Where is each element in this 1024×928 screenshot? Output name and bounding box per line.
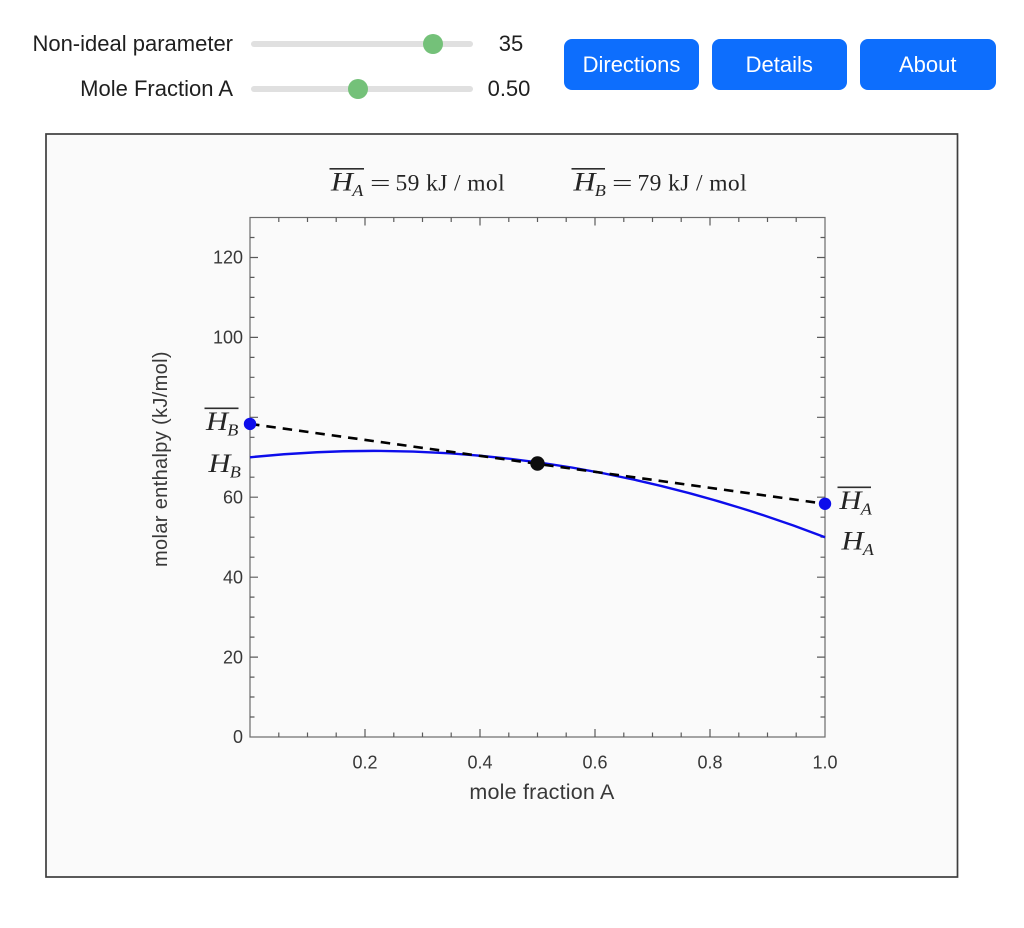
svg-text:40: 40 (223, 567, 243, 587)
svg-text:1.0: 1.0 (812, 753, 837, 773)
svg-text:=: = (370, 170, 391, 196)
svg-text:mole fraction A: mole fraction A (469, 780, 615, 804)
svg-text:59 kJ / mol: 59 kJ / mol (396, 171, 506, 197)
svg-text:H: H (205, 408, 230, 436)
svg-text:0.4: 0.4 (467, 753, 492, 773)
svg-text:A: A (860, 500, 873, 518)
svg-text:H: H (838, 487, 863, 515)
svg-text:H: H (207, 450, 232, 478)
svg-text:A: A (351, 182, 364, 200)
svg-text:B: B (227, 421, 239, 439)
svg-text:=: = (612, 170, 633, 196)
svg-text:0.2: 0.2 (352, 753, 377, 773)
svg-text:A: A (862, 541, 875, 559)
svg-text:B: B (595, 182, 607, 200)
svg-text:H: H (572, 168, 597, 196)
svg-text:0.8: 0.8 (697, 753, 722, 773)
svg-text:B: B (230, 463, 242, 481)
svg-text:0.6: 0.6 (582, 753, 607, 773)
svg-text:H: H (840, 527, 865, 555)
svg-text:0: 0 (233, 727, 243, 747)
svg-text:20: 20 (223, 647, 243, 667)
svg-text:60: 60 (223, 487, 243, 507)
svg-text:120: 120 (213, 248, 243, 268)
svg-text:79 kJ / mol: 79 kJ / mol (638, 171, 748, 197)
svg-text:molar enthalpy (kJ/mol): molar enthalpy (kJ/mol) (150, 351, 172, 567)
svg-text:H: H (330, 168, 355, 196)
svg-text:100: 100 (213, 328, 243, 348)
